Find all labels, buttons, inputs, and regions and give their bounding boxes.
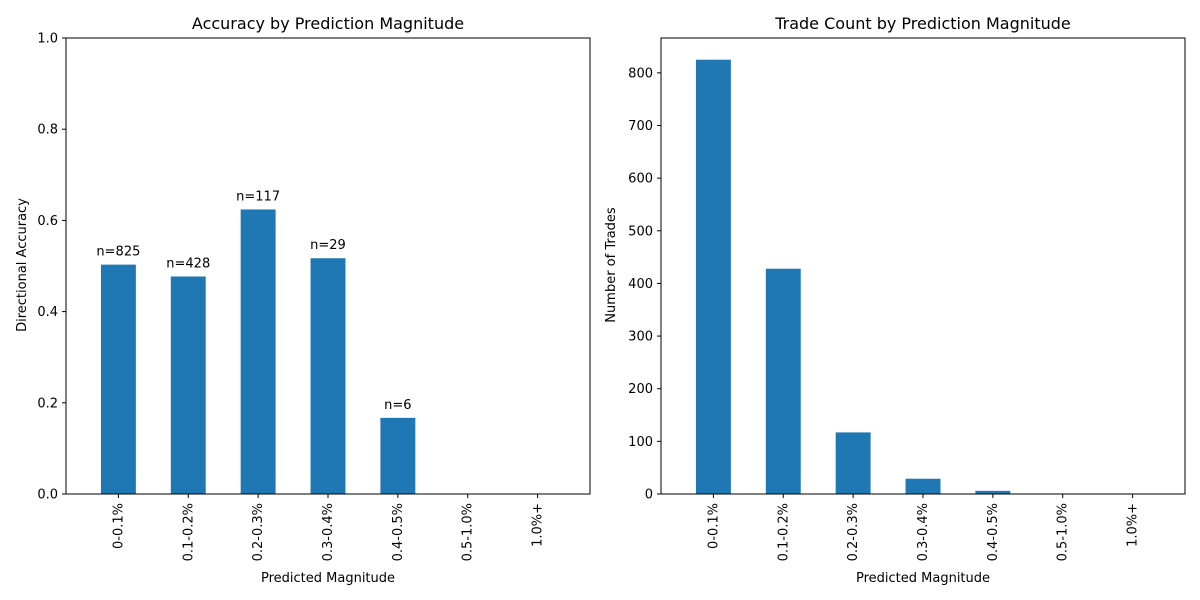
x-tick-label: 1.0%+: [531, 503, 546, 547]
y-tick-label: 200: [628, 382, 653, 397]
y-tick-label: 700: [628, 119, 653, 134]
accuracy-chart-bars: [100, 209, 416, 494]
bar-data-label: n=825: [96, 245, 140, 260]
bar: [695, 59, 731, 494]
x-tick-label: 0.3-0.4%: [321, 503, 336, 561]
y-tick-label: 500: [628, 224, 653, 239]
accuracy-chart-data-labels: n=825 n=428 n=117 n=29 n=6: [96, 189, 411, 412]
y-tick-label: 300: [628, 330, 653, 345]
bar: [975, 490, 1011, 494]
x-tick-label: 0.2-0.3%: [251, 503, 266, 561]
trade-count-chart: Trade Count by Prediction Magnitude Pred…: [604, 14, 1186, 586]
accuracy-chart-y-axis: 0.0 0.2 0.4 0.6 0.8 1.0: [37, 32, 66, 503]
trade-count-chart-ylabel: Number of Trades: [604, 207, 619, 323]
x-tick-label: 0.2-0.3%: [846, 503, 861, 561]
bar: [100, 264, 136, 494]
trade-count-chart-plot-frame: [660, 37, 1186, 495]
y-tick-label: 400: [628, 277, 653, 292]
trade-count-chart-title: Trade Count by Prediction Magnitude: [774, 14, 1071, 33]
y-tick-label: 100: [628, 435, 653, 450]
bar-data-label: n=428: [166, 256, 210, 271]
bar: [240, 209, 276, 494]
x-tick-label: 0.5-1.0%: [461, 503, 476, 561]
bar-data-label: n=117: [236, 189, 280, 204]
x-tick-label: 1.0%+: [1126, 503, 1141, 547]
x-tick-label: 0-0.1%: [706, 503, 721, 549]
trade-count-chart-bars: [695, 59, 1011, 494]
x-tick-label: 0.5-1.0%: [1056, 503, 1071, 561]
bar-data-label: n=6: [384, 398, 411, 413]
bar: [310, 258, 346, 494]
x-tick-label: 0-0.1%: [111, 503, 126, 549]
bar: [380, 417, 416, 494]
y-tick-label: 0.0: [37, 488, 58, 503]
bar-data-label: n=29: [310, 238, 346, 253]
y-tick-label: 0.6: [37, 214, 58, 229]
y-tick-label: 0.8: [37, 123, 58, 138]
bar: [835, 432, 871, 494]
y-tick-label: 0: [645, 488, 653, 503]
trade-count-chart-xlabel: Predicted Magnitude: [856, 571, 990, 586]
trade-count-chart-x-axis: 0-0.1% 0.1-0.2% 0.2-0.3% 0.3-0.4% 0.4-0.5% 0.…: [706, 494, 1141, 561]
bar: [170, 276, 206, 494]
x-tick-label: 0.4-0.5%: [391, 503, 406, 561]
y-tick-label: 0.2: [37, 396, 58, 411]
accuracy-chart-plot-frame: [65, 37, 591, 495]
accuracy-chart-ylabel: Directional Accuracy: [15, 198, 30, 332]
x-tick-label: 0.3-0.4%: [916, 503, 931, 561]
y-tick-label: 0.4: [37, 305, 58, 320]
x-tick-label: 0.1-0.2%: [181, 503, 196, 561]
bar: [765, 268, 801, 494]
accuracy-chart-xlabel: Predicted Magnitude: [261, 571, 395, 586]
x-tick-label: 0.4-0.5%: [986, 503, 1001, 561]
y-tick-label: 1.0: [37, 32, 58, 47]
accuracy-chart: Accuracy by Prediction Magnitude Predict…: [15, 14, 591, 586]
bar: [905, 478, 941, 494]
y-tick-label: 800: [628, 66, 653, 81]
y-tick-label: 600: [628, 172, 653, 187]
accuracy-chart-title: Accuracy by Prediction Magnitude: [192, 14, 464, 33]
x-tick-label: 0.1-0.2%: [776, 503, 791, 561]
trade-count-chart-y-axis: 0 100 200 300 400 500 600 700 800: [628, 66, 661, 503]
accuracy-chart-x-axis: 0-0.1% 0.1-0.2% 0.2-0.3% 0.3-0.4% 0.4-0.5% 0.…: [111, 494, 546, 561]
